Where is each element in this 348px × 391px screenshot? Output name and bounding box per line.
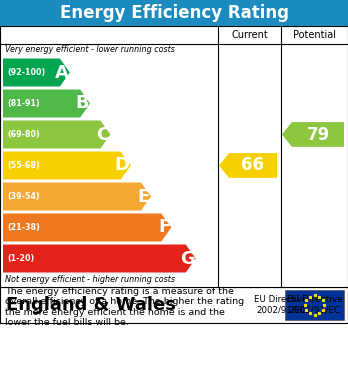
Text: Current: Current	[231, 30, 268, 40]
Bar	[0, 287, 348, 323]
Text: England & Wales: England & Wales	[6, 296, 176, 314]
Polygon shape	[3, 120, 110, 149]
Text: (1-20): (1-20)	[7, 254, 34, 263]
Polygon shape	[3, 183, 151, 210]
Text: B: B	[76, 95, 89, 113]
Text: A: A	[55, 63, 69, 81]
Text: EU Directive
2002/91/EC: EU Directive 2002/91/EC	[254, 295, 308, 315]
Text: (92-100): (92-100)	[7, 68, 45, 77]
Polygon shape	[3, 151, 131, 179]
Text: Energy Efficiency Rating: Energy Efficiency Rating	[60, 4, 288, 22]
Polygon shape	[3, 90, 90, 118]
Polygon shape	[3, 244, 196, 273]
Polygon shape	[3, 213, 171, 242]
Polygon shape	[219, 153, 277, 178]
Text: G: G	[180, 249, 195, 267]
Text: (81-91): (81-91)	[7, 99, 40, 108]
Bar	[285, 290, 344, 320]
Text: 66: 66	[242, 156, 264, 174]
Text: F: F	[158, 219, 170, 237]
Text: (39-54): (39-54)	[7, 192, 40, 201]
Text: Not energy efficient - higher running costs: Not energy efficient - higher running co…	[5, 275, 175, 284]
Text: 79: 79	[306, 126, 330, 143]
Bar	[0, 0, 348, 26]
Text: (55-68): (55-68)	[7, 161, 40, 170]
Polygon shape	[282, 122, 344, 147]
Polygon shape	[3, 59, 70, 86]
Text: Potential: Potential	[293, 30, 336, 40]
Text: (21-38): (21-38)	[7, 223, 40, 232]
Text: EU Directive
2002/91/EC: EU Directive 2002/91/EC	[286, 295, 342, 315]
Text: (69-80): (69-80)	[7, 130, 40, 139]
Text: E: E	[138, 188, 150, 206]
Text: C: C	[96, 126, 109, 143]
Text: The energy efficiency rating is a measure of the
overall efficiency of a home. T: The energy efficiency rating is a measur…	[5, 287, 244, 327]
Bar	[0, 26, 348, 287]
Text: D: D	[115, 156, 130, 174]
Text: Very energy efficient - lower running costs: Very energy efficient - lower running co…	[5, 45, 175, 54]
